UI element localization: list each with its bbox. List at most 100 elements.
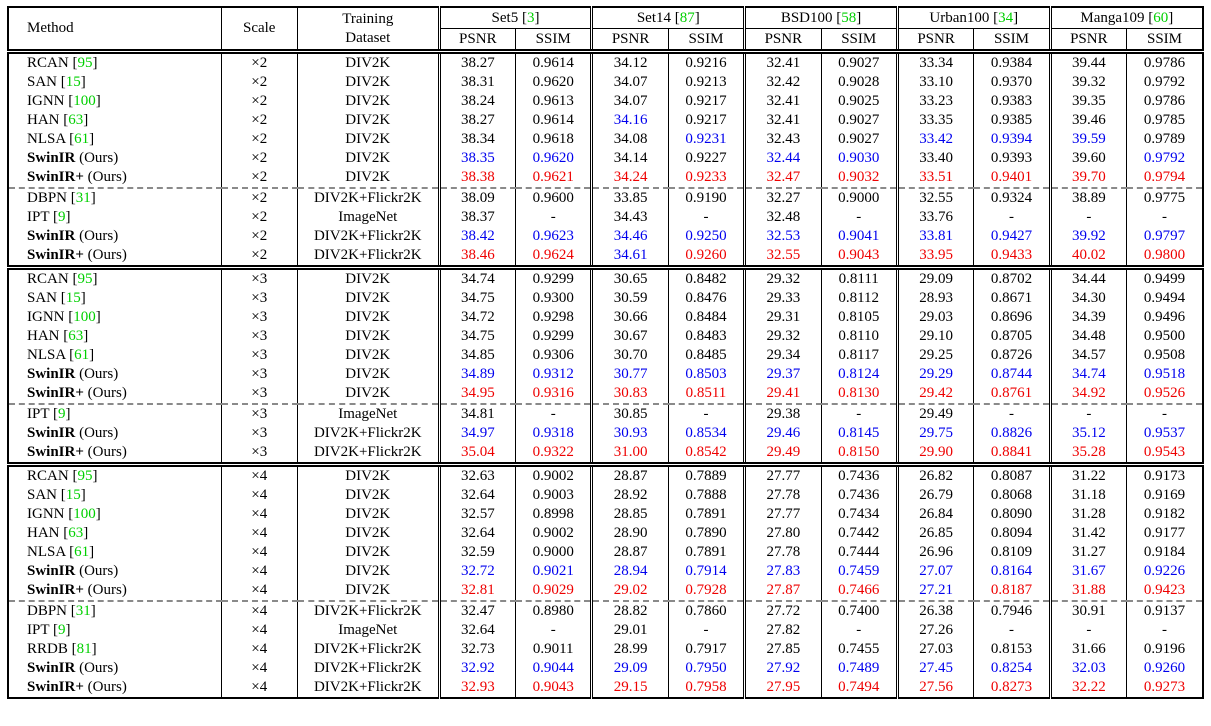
metric-value: 0.9370 bbox=[973, 73, 1051, 92]
scale-cell: ×4 bbox=[221, 462, 298, 486]
metric-value: 27.77 bbox=[743, 505, 822, 524]
metric-value: 0.8696 bbox=[973, 308, 1051, 327]
method-name: SwinIR bbox=[27, 366, 76, 382]
metric-header-psnr: PSNR bbox=[1048, 28, 1127, 52]
training-dataset-cell: DIV2K bbox=[345, 347, 391, 363]
method-name: SwinIR+ bbox=[27, 169, 84, 185]
metric-value: 29.09 bbox=[590, 659, 669, 678]
scale-cell: ×3 bbox=[221, 424, 298, 443]
dataset-group-header-manga109: Manga109 [60] bbox=[1048, 7, 1203, 29]
table-row: SwinIR (Ours) ×2 DIV2K+Flickr2K 38.42 0.9623… bbox=[8, 227, 1203, 246]
metric-value: 0.9499 bbox=[1126, 265, 1203, 289]
method-name: NLSA bbox=[27, 347, 66, 363]
metric-value: 29.32 bbox=[743, 327, 822, 346]
metric-value: 40.02 bbox=[1048, 246, 1127, 268]
metric-value: 0.9217 bbox=[667, 92, 745, 111]
metric-value: 0.9002 bbox=[514, 524, 592, 543]
method-name: RRDB bbox=[27, 641, 68, 657]
metric-value: 0.9027 bbox=[820, 111, 898, 130]
metric-value: 0.9383 bbox=[973, 92, 1051, 111]
metric-value: 26.38 bbox=[895, 600, 974, 621]
metric-value: 0.9299 bbox=[514, 265, 592, 289]
training-dataset-cell: DIV2K bbox=[297, 265, 440, 289]
table-row: RCAN [95] ×4 DIV2K 32.63 0.9002 28.87 0.7889 27… bbox=[8, 462, 1203, 486]
method-cell: NLSA [61] bbox=[8, 130, 222, 149]
metric-value: 0.9190 bbox=[667, 187, 745, 208]
metric-value: 0.9300 bbox=[514, 289, 592, 308]
metric-value: 0.8068 bbox=[973, 486, 1051, 505]
benchmark-table: Method Scale Training Dataset Set5 [3] Se… bbox=[7, 6, 1204, 699]
metric-value: 29.49 bbox=[895, 403, 974, 424]
metric-value: 0.7489 bbox=[820, 659, 898, 678]
metric-value: 0.7442 bbox=[820, 524, 898, 543]
metric-value: 31.67 bbox=[1048, 562, 1127, 581]
metric-value: 34.75 bbox=[437, 327, 516, 346]
metric-value: 0.7946 bbox=[973, 600, 1051, 621]
method-name: IPT bbox=[27, 209, 50, 225]
metric-value: 0.9003 bbox=[514, 486, 592, 505]
metric-value: 0.7494 bbox=[820, 678, 898, 698]
metric-value: 0.9623 bbox=[514, 227, 592, 246]
table-row: RCAN [95] ×2 DIV2K 38.27 0.9614 34.12 0.9216 32… bbox=[8, 49, 1203, 73]
method-name: RCAN bbox=[27, 271, 69, 287]
training-dataset-cell: DIV2K bbox=[345, 582, 391, 598]
metric-value: 0.9260 bbox=[1126, 659, 1203, 678]
metric-value: 0.9800 bbox=[1126, 246, 1203, 268]
method-cell: SwinIR (Ours) bbox=[8, 424, 222, 443]
metric-value: 0.9000 bbox=[820, 187, 898, 208]
metric-value: 0.7891 bbox=[667, 543, 745, 562]
metric-value: 0.9216 bbox=[667, 49, 745, 73]
metric-value: 0.9618 bbox=[514, 130, 592, 149]
metric-value: 34.57 bbox=[1048, 346, 1127, 365]
citation-number: 100 bbox=[73, 93, 96, 109]
metric-value: 29.49 bbox=[743, 443, 822, 465]
metric-value: 34.61 bbox=[590, 246, 669, 268]
metric-value: 38.42 bbox=[437, 227, 516, 246]
metric-value: 27.87 bbox=[743, 581, 822, 601]
table-row: DBPN [31] ×4 DIV2K+Flickr2K 32.47 0.8980 28.8… bbox=[8, 600, 1203, 621]
metric-value: 0.7444 bbox=[820, 543, 898, 562]
metric-value: 0.9613 bbox=[514, 92, 592, 111]
citation-number: 58 bbox=[841, 9, 857, 26]
scale-cell: ×4 bbox=[221, 600, 298, 621]
method-name: SAN bbox=[27, 74, 58, 90]
metric-value: 0.9043 bbox=[820, 246, 898, 268]
metric-value: 0.9043 bbox=[514, 678, 592, 698]
metric-value: 0.8534 bbox=[667, 424, 745, 443]
training-dataset-cell: DIV2K bbox=[297, 49, 440, 73]
scale-cell: ×2 bbox=[221, 49, 298, 73]
citation-number: 63 bbox=[68, 525, 84, 541]
scale-cell: ×2 bbox=[221, 227, 298, 246]
metric-value: 34.81 bbox=[437, 403, 516, 424]
metric-value: 27.78 bbox=[743, 543, 822, 562]
metric-value: 28.85 bbox=[590, 505, 669, 524]
metric-header-ssim: SSIM bbox=[667, 28, 745, 52]
metric-value: 0.9518 bbox=[1126, 365, 1203, 384]
metric-value: 26.82 bbox=[895, 462, 974, 486]
metric-value: 34.43 bbox=[590, 208, 669, 227]
metric-value: 0.9797 bbox=[1126, 227, 1203, 246]
citation-number: 100 bbox=[73, 506, 96, 522]
metric-value: 0.9196 bbox=[1126, 640, 1203, 659]
metric-value: 33.95 bbox=[895, 246, 974, 268]
method-cell: SwinIR+ (Ours) bbox=[8, 168, 222, 188]
citation-number: 63 bbox=[68, 112, 84, 128]
metric-value: 39.46 bbox=[1048, 111, 1127, 130]
metric-value: 0.8112 bbox=[820, 289, 898, 308]
metric-value: 0.7914 bbox=[667, 562, 745, 581]
metric-value: 0.9041 bbox=[820, 227, 898, 246]
training-dataset-cell: DIV2K+Flickr2K bbox=[313, 444, 422, 460]
metric-value: 0.8090 bbox=[973, 505, 1051, 524]
metric-value: 0.9299 bbox=[514, 327, 592, 346]
metric-value: 0.9306 bbox=[514, 346, 592, 365]
metric-value: 27.78 bbox=[743, 486, 822, 505]
training-dataset-cell: DIV2K bbox=[297, 462, 440, 486]
metric-value: 31.00 bbox=[590, 443, 669, 465]
scale-cell: ×4 bbox=[221, 640, 298, 659]
metric-value: 0.9173 bbox=[1126, 462, 1203, 486]
metric-value: 27.03 bbox=[895, 640, 974, 659]
metric-value: 0.7860 bbox=[667, 600, 745, 621]
method-cell: SwinIR+ (Ours) bbox=[8, 581, 222, 601]
metric-value: 0.8998 bbox=[514, 505, 592, 524]
training-dataset-cell: DIV2K bbox=[345, 93, 391, 109]
